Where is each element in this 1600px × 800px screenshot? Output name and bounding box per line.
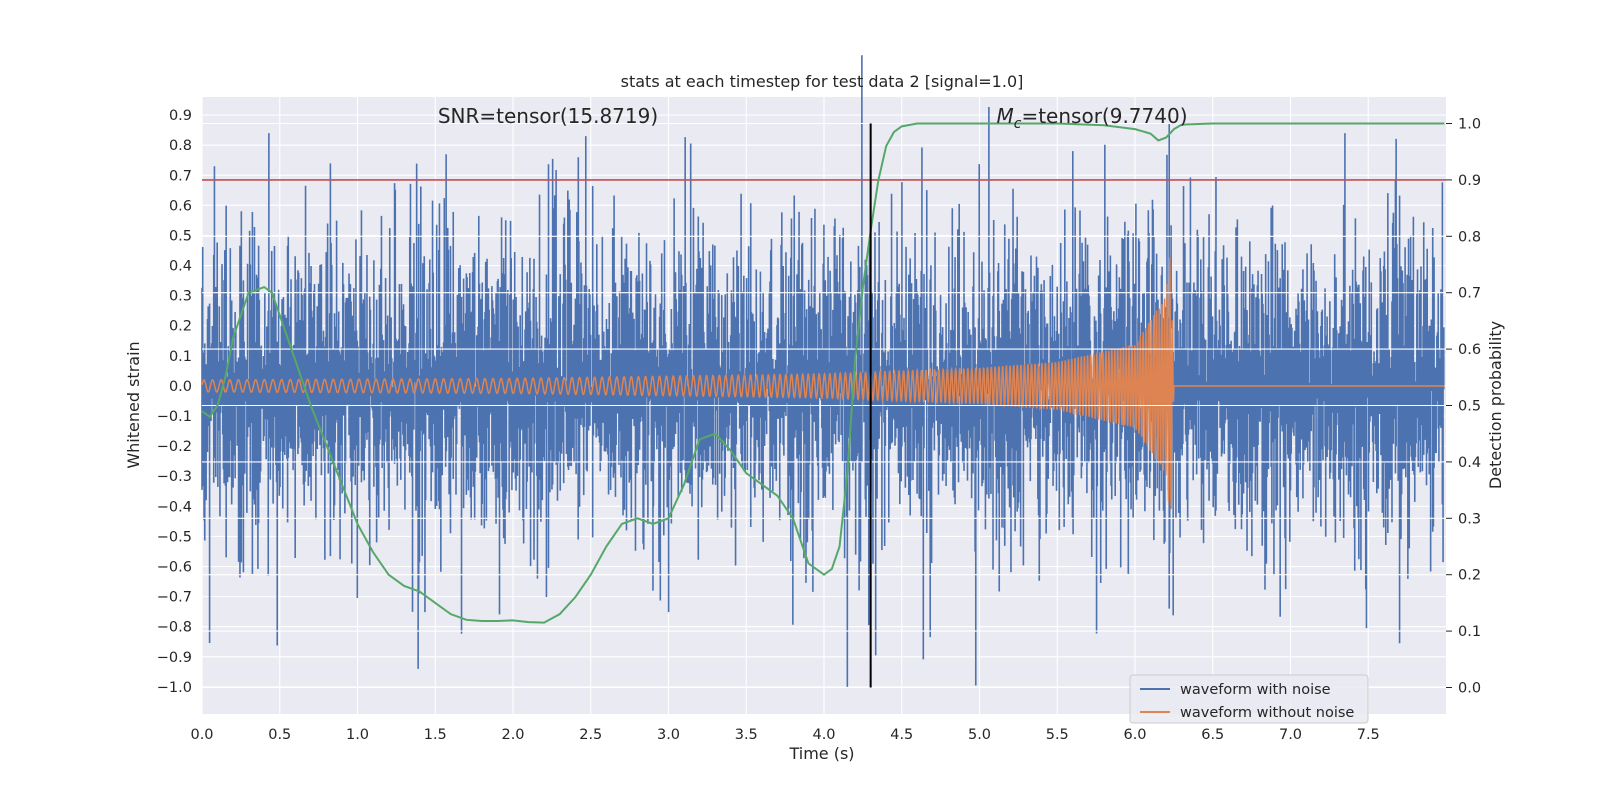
axes-layer: 0.0 0.5 1.0 1.5 2.0 2.5 3.0 3.5 4.0 4.5 5.0 5.5 6.0 6… [157, 108, 1481, 743]
y-tick-label: 0.8 [169, 138, 192, 154]
y2-tick-label: 0.4 [1458, 455, 1481, 471]
y2-tick-label: 0.1 [1458, 624, 1481, 640]
y-tick-label: 0.1 [169, 349, 192, 365]
x-tick-label: 6.5 [1201, 727, 1224, 743]
legend-label-noisy: waveform with noise [1180, 682, 1331, 698]
legend-label-clean: waveform without noise [1180, 705, 1354, 721]
y-tick-label: 0.6 [169, 198, 192, 214]
x-tick-label: 5.5 [1046, 727, 1069, 743]
y-tick-label: 0.2 [169, 319, 192, 335]
y2-axis-label: Detection probability [1486, 321, 1505, 489]
y-tick-label: −0.3 [157, 469, 192, 485]
y-tick-label: 0.5 [169, 228, 192, 244]
y-tick-label: −0.2 [157, 439, 192, 455]
y-tick-label: 0.3 [169, 289, 192, 305]
y-tick-label: −0.1 [157, 409, 192, 425]
series-detection-probability [201, 122, 1445, 624]
y2-tick-label: 1.0 [1458, 117, 1481, 133]
series-waveform-without-noise [201, 257, 1445, 510]
x-tick-label: 6.0 [1123, 727, 1146, 743]
chirp-mass-subscript: c [1014, 116, 1022, 132]
x-tick-label: 1.5 [424, 727, 447, 743]
y-tick-label: −0.4 [157, 499, 192, 515]
x-tick-label: 4.0 [812, 727, 835, 743]
legend: waveform with noise waveform without noi… [1129, 674, 1369, 724]
y2-tick-label: 0.8 [1458, 229, 1481, 245]
y-tick-label: −1.0 [157, 680, 192, 696]
x-tick-label: 4.5 [890, 727, 913, 743]
x-tick-label: 1.0 [346, 727, 369, 743]
chirp-mass-symbol: M [996, 104, 1013, 128]
x-tick-label: 5.0 [968, 727, 991, 743]
y-axis-label: Whitened strain [124, 341, 143, 468]
x-tick-label: 7.5 [1357, 727, 1380, 743]
y-tick-label: −0.7 [157, 590, 192, 606]
x-tick-label: 2.5 [579, 727, 602, 743]
y-tick-label: 0.9 [169, 108, 192, 124]
x-tick-label: 3.0 [657, 727, 680, 743]
x-tick-label: 0.0 [190, 727, 213, 743]
y2-tick-label: 0.5 [1458, 399, 1481, 415]
y2-tick-label: 0.2 [1458, 568, 1481, 584]
y-tick-label: 0.4 [169, 259, 192, 275]
chart-title: stats at each timestep for test data 2 [… [621, 72, 1024, 91]
y2-tick-label: 0.6 [1458, 342, 1481, 358]
legend-box [1129, 674, 1369, 724]
y2-tick-label: 0.0 [1458, 680, 1481, 696]
y-tick-label: −0.6 [157, 560, 192, 576]
x-tick-label: 7.0 [1279, 727, 1302, 743]
y2-tick-label: 0.3 [1458, 511, 1481, 527]
y-tick-label: −0.5 [157, 529, 192, 545]
x-tick-label: 2.0 [501, 727, 524, 743]
y-tick-label: −0.8 [157, 620, 192, 636]
x-axis-label: Time (s) [788, 744, 854, 763]
series-layer [201, 55, 1446, 689]
y-tick-label: 0.7 [169, 168, 192, 184]
chirp-mass-annotation: Mc=tensor(9.7740) [996, 104, 1187, 132]
y-tick-label: −0.9 [157, 650, 192, 666]
chirp-mass-value: =tensor(9.7740) [1021, 104, 1187, 128]
snr-annotation: SNR=tensor(15.8719) [438, 104, 658, 128]
y2-tick-label: 0.9 [1458, 173, 1481, 189]
y-tick-label: 0.0 [169, 379, 192, 395]
x-tick-label: 0.5 [268, 727, 291, 743]
x-tick-label: 3.5 [735, 727, 758, 743]
y2-tick-label: 0.7 [1458, 286, 1481, 302]
